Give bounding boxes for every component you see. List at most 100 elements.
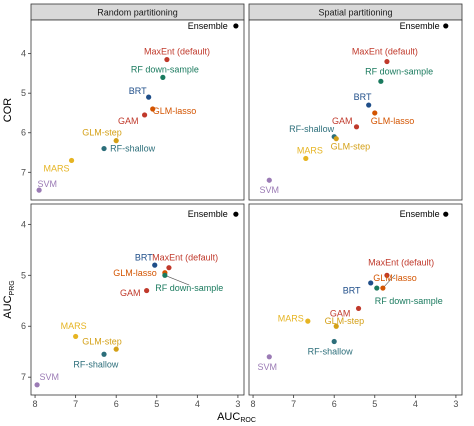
point-label: RF down-sample: [365, 66, 433, 76]
point-label: GAM: [332, 116, 353, 126]
data-point: [333, 136, 339, 142]
data-point: [34, 382, 40, 388]
x-tick-label: 8: [33, 399, 38, 409]
y-tick-label: 5: [21, 270, 26, 280]
point-label: MaxEnt (default): [352, 47, 418, 57]
x-tick-label: 3: [235, 399, 240, 409]
data-point: [266, 354, 272, 360]
point-label: BRT: [343, 286, 361, 296]
x-tick-label: 6: [114, 399, 119, 409]
data-point: [378, 78, 384, 84]
point-label: BRT: [135, 252, 153, 262]
point-label: MaxEnt (default): [152, 252, 218, 262]
data-point: [303, 155, 309, 162]
label-leader-line: [164, 275, 190, 286]
point-label: GLM-lasso: [153, 106, 197, 116]
point-label: MARS: [297, 146, 323, 156]
point-label: GLM-step: [82, 128, 122, 138]
y-tick-label: 6: [21, 321, 26, 331]
data-point: [146, 94, 152, 100]
y-tick-label: 7: [21, 167, 26, 177]
data-point: [355, 305, 362, 312]
point-label: Ensemble: [188, 209, 228, 219]
data-point: [233, 23, 239, 29]
facet-strip-title: Spatial partitioning: [318, 8, 392, 18]
point-label: MaxEnt (default): [144, 47, 210, 57]
data-point: [164, 56, 170, 63]
point-label: GAM: [120, 288, 141, 298]
point-label: RF down-sample: [155, 283, 223, 293]
point-label: RF-shallow: [308, 347, 354, 357]
point-label: RF down-sample: [375, 296, 443, 306]
point-label: MaxEnt (default): [368, 258, 434, 268]
point-label: RF-shallow: [289, 124, 335, 134]
panel-frame: [30, 203, 245, 396]
panel-frame: [248, 203, 463, 396]
point-label: GLM-lasso: [113, 268, 157, 278]
data-point: [73, 333, 79, 340]
data-point: [443, 211, 449, 217]
point-label: Ensemble: [188, 21, 228, 31]
point-label: SVM: [39, 372, 59, 382]
data-point: [331, 338, 337, 345]
x-tick-label: 7: [73, 399, 78, 409]
point-label: Ensemble: [400, 209, 440, 219]
y-axis-title-subscript: PRG: [9, 280, 16, 295]
data-point: [374, 285, 380, 291]
x-axis-title-subscript: ROC: [240, 417, 256, 424]
panel-frame: [30, 19, 245, 201]
data-point: [443, 23, 449, 29]
data-point: [166, 265, 172, 271]
y-tick-label: 6: [21, 128, 26, 138]
point-label: MARS: [44, 163, 70, 173]
data-point: [233, 211, 239, 217]
data-point: [380, 285, 386, 291]
x-tick-label: 4: [195, 399, 200, 409]
y-tick-label: 7: [21, 372, 26, 382]
data-point: [353, 124, 360, 130]
point-label: GAM: [330, 309, 351, 319]
point-label: BRT: [354, 92, 372, 102]
y-tick-label: 4: [21, 49, 26, 59]
data-point: [142, 112, 148, 118]
data-point: [113, 138, 119, 144]
data-point: [366, 102, 372, 108]
data-point: [113, 346, 119, 352]
point-label: GLM-step: [325, 316, 365, 326]
point-label: RF down-sample: [131, 64, 199, 74]
point-label: Ensemble: [400, 21, 440, 31]
point-label: GLM-step: [82, 337, 122, 347]
data-point: [68, 157, 75, 164]
data-point: [152, 262, 158, 268]
data-point: [101, 145, 107, 152]
x-tick-label: 8: [251, 399, 256, 409]
point-label: SVM: [37, 179, 57, 189]
data-point: [101, 351, 107, 357]
point-label: SVM: [260, 185, 280, 195]
x-tick-label: 5: [154, 399, 159, 409]
y-axis-title: AUCPRG: [2, 280, 16, 318]
data-point: [266, 177, 272, 183]
y-tick-label: 4: [21, 219, 26, 229]
point-label: GAM: [118, 116, 139, 126]
data-point: [36, 187, 42, 193]
point-label: MARS: [278, 314, 304, 324]
data-point: [333, 323, 339, 329]
x-tick-label: 7: [291, 399, 296, 409]
data-point: [160, 74, 166, 80]
facet-strip-title: Random partitioning: [97, 8, 178, 18]
data-point: [384, 58, 390, 65]
point-label: GLM-lasso: [373, 273, 417, 283]
x-tick-label: 5: [372, 399, 377, 409]
data-point: [144, 287, 150, 294]
data-point: [305, 318, 311, 324]
point-label: RF-shallow: [110, 144, 156, 154]
data-point: [368, 280, 374, 286]
panel-frame: [248, 19, 463, 201]
point-label: MARS: [61, 321, 87, 331]
data-point: [150, 106, 156, 112]
x-axis-title: AUCROC: [217, 411, 256, 424]
data-point: [384, 272, 390, 278]
y-axis-title: COR: [2, 98, 14, 123]
